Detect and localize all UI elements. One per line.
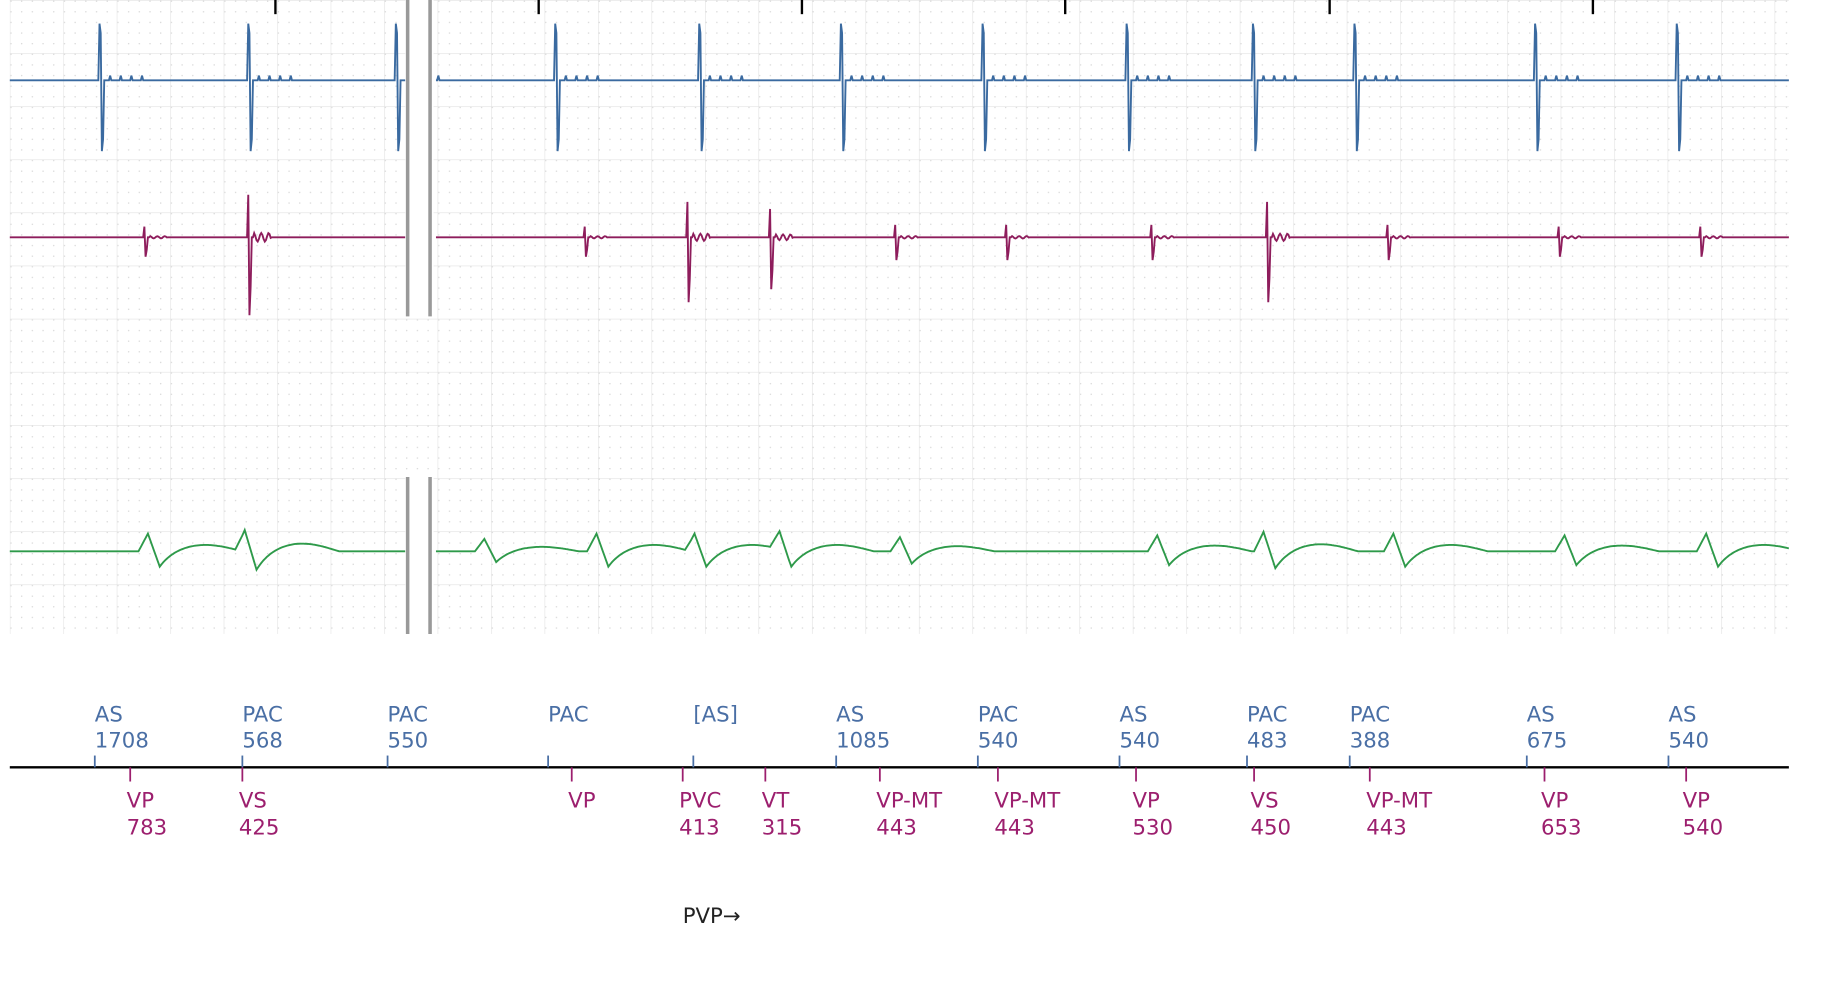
- atrial-label: PAC: [1247, 702, 1287, 727]
- ventricular-label: VP-MT: [876, 788, 943, 813]
- ventricular-label: VP: [1683, 788, 1711, 813]
- atrial-label: [AS]: [693, 702, 738, 727]
- atrial-interval: 675: [1527, 728, 1568, 753]
- atrial-interval: 540: [1668, 728, 1709, 753]
- atrial-label: PAC: [388, 702, 428, 727]
- atrial-label: PAC: [1350, 702, 1390, 727]
- atrial-interval: 1708: [95, 728, 149, 753]
- ventricular-interval: 443: [1366, 816, 1407, 841]
- ventricular-label: VP: [127, 788, 155, 813]
- ventricular-label: VT: [762, 788, 791, 813]
- ventricular-label: VP: [568, 788, 596, 813]
- ventricular-interval: 783: [127, 816, 168, 841]
- ventricular-interval: 443: [876, 816, 917, 841]
- atrial-label: AS: [1527, 702, 1555, 727]
- atrial-interval: 540: [978, 728, 1019, 753]
- ventricular-label: VS: [239, 788, 267, 813]
- ventricular-interval: 425: [239, 816, 280, 841]
- ventricular-label: VP-MT: [994, 788, 1061, 813]
- ventricular-label: VP: [1541, 788, 1569, 813]
- atrial-interval: 1085: [836, 728, 890, 753]
- atrial-label: PAC: [242, 702, 282, 727]
- ventricular-label: VS: [1251, 788, 1279, 813]
- atrial-interval: 388: [1350, 728, 1391, 753]
- ventricular-interval: 413: [679, 816, 720, 841]
- atrial-interval: 550: [388, 728, 429, 753]
- atrial-label: AS: [836, 702, 864, 727]
- ventricular-label: VP: [1132, 788, 1160, 813]
- ventricular-interval: 450: [1251, 816, 1292, 841]
- time-ticks: [274, 0, 1595, 15]
- grid-major: [9, 0, 1789, 634]
- trace: [9, 23, 1789, 152]
- atrial-label: AS: [1668, 702, 1696, 727]
- atrial-interval: 483: [1247, 728, 1288, 753]
- ventricular-interval: 530: [1132, 816, 1173, 841]
- gap-bars: [405, 0, 432, 634]
- trace: [9, 527, 1790, 573]
- annotation: PVP→: [683, 904, 741, 929]
- trace: [9, 194, 1789, 316]
- ventricular-interval: 653: [1541, 816, 1582, 841]
- atrial-interval: 540: [1120, 728, 1161, 753]
- atrial-label: AS: [95, 702, 123, 727]
- ventricular-label: VP-MT: [1366, 788, 1433, 813]
- ventricular-interval: 443: [994, 816, 1035, 841]
- atrial-label: AS: [1120, 702, 1148, 727]
- atrial-label: PAC: [978, 702, 1018, 727]
- atrial-label: PAC: [548, 702, 588, 727]
- ventricular-interval: 540: [1683, 816, 1724, 841]
- traces: [9, 23, 1790, 573]
- ventricular-interval: 315: [762, 816, 803, 841]
- atrial-interval: 568: [242, 728, 283, 753]
- ventricular-label: PVC: [679, 788, 721, 813]
